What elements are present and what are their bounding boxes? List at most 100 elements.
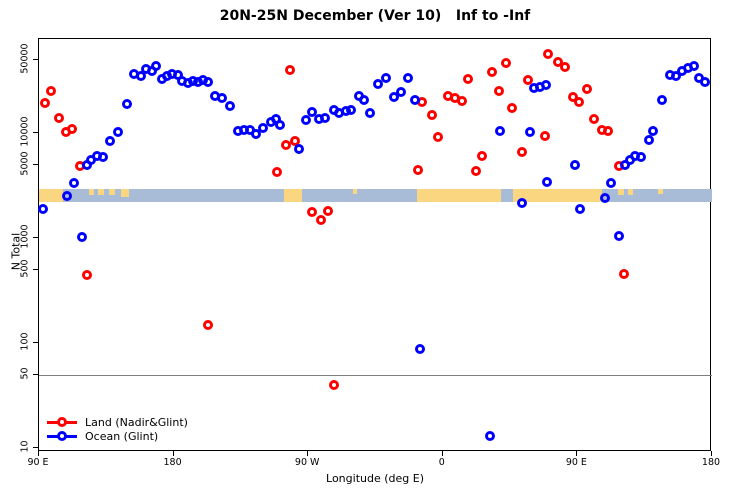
data-point-ocean [61, 190, 72, 201]
data-point-ocean [364, 108, 375, 118]
map-band-land [417, 189, 501, 202]
y-tick [33, 447, 38, 448]
data-point-land [477, 151, 488, 162]
data-point-land [54, 113, 65, 124]
chart-title: 20N-25N December (Ver 10) Inf to -Inf [219, 8, 531, 24]
y-tick [33, 268, 38, 270]
x-axis-title: Longitude (deg E) [326, 472, 424, 485]
data-point-ocean [76, 231, 87, 242]
x-tick-label: 180 [163, 457, 182, 468]
data-point-land [329, 379, 340, 390]
data-point-ocean [542, 176, 553, 187]
data-point-land [506, 103, 517, 114]
x-tick [576, 451, 578, 456]
map-band-land [39, 189, 63, 202]
map-band-land [628, 189, 634, 195]
data-point-land [471, 165, 482, 176]
x-tick [441, 451, 443, 456]
x-tick-label: 90 E [565, 457, 587, 468]
map-band-land [108, 189, 115, 196]
data-point-land [67, 124, 78, 135]
y-tick-label: 500 [19, 259, 31, 278]
data-point-land [573, 97, 584, 108]
data-point-land [494, 85, 505, 96]
data-point-ocean [688, 61, 699, 72]
data-point-land [433, 132, 444, 143]
map-band-land [283, 189, 303, 202]
data-point-ocean [251, 129, 262, 139]
data-point-ocean [121, 99, 132, 110]
data-point-land [552, 56, 563, 67]
y-tick-label: 5000 [19, 151, 31, 176]
y-tick-label: 50 [19, 367, 31, 380]
data-point-land [516, 146, 527, 157]
legend-label-land: Land (Nadir&Glint) [85, 415, 188, 429]
y-tick-label: 50000 [19, 42, 31, 74]
x-tick [172, 451, 174, 456]
data-point-ocean [648, 125, 659, 136]
x-tick-label: 90 E [27, 457, 49, 468]
data-point-land [203, 320, 214, 331]
legend-swatch-ocean [47, 429, 77, 443]
data-point-land [560, 62, 571, 73]
data-point-ocean [105, 135, 116, 146]
data-point-land [306, 206, 317, 217]
data-point-ocean [38, 203, 49, 214]
plot-area: Land (Nadir&Glint) Ocean (Glint) [38, 38, 712, 451]
data-point-ocean [373, 78, 384, 89]
x-tick-label: 180 [701, 457, 721, 468]
data-point-ocean [643, 134, 654, 145]
data-point-land [456, 95, 467, 106]
data-point-ocean [606, 178, 617, 188]
data-point-land [602, 125, 613, 136]
data-point-ocean [575, 203, 586, 214]
data-point-land [82, 270, 92, 281]
y-tick [33, 58, 38, 60]
legend-item-ocean: Ocean (Glint) [47, 429, 188, 443]
data-point-ocean [395, 86, 406, 97]
data-point-ocean [570, 159, 581, 170]
data-point-ocean [216, 93, 227, 104]
data-point-land [523, 74, 534, 85]
data-point-land [589, 113, 600, 124]
y-tick-label: 10 [19, 440, 31, 453]
legend: Land (Nadir&Glint) Ocean (Glint) [47, 415, 188, 443]
data-point-land [567, 91, 578, 102]
land-circle-icon [57, 417, 67, 427]
data-point-ocean [69, 178, 80, 188]
data-point-ocean [657, 95, 668, 106]
map-band-land [88, 189, 95, 196]
x-tick [711, 451, 712, 456]
data-point-land [619, 269, 630, 280]
data-point-land [413, 164, 424, 175]
map-band-land [98, 189, 105, 196]
data-point-ocean [635, 152, 646, 163]
map-band-land [353, 189, 358, 194]
data-point-ocean [345, 104, 356, 115]
data-point-land [284, 64, 295, 75]
data-point-land [463, 73, 474, 84]
y-tick [33, 373, 38, 375]
x-tick-label: 90 W [294, 457, 320, 468]
data-point-land [315, 215, 326, 226]
data-point-ocean [600, 193, 611, 204]
data-point-land [542, 48, 553, 59]
map-band-land [618, 189, 625, 196]
y-tick [33, 132, 38, 133]
data-point-ocean [494, 125, 505, 136]
data-point-ocean [135, 71, 146, 82]
data-point-land [46, 85, 57, 96]
data-point-ocean [319, 113, 330, 124]
x-tick [307, 451, 309, 456]
data-point-land [501, 58, 512, 68]
data-point-ocean [300, 114, 311, 125]
data-point-ocean [540, 79, 551, 90]
legend-swatch-land [47, 415, 77, 429]
map-band-land [120, 189, 130, 197]
data-point-ocean [358, 94, 369, 105]
data-point-ocean [700, 76, 711, 87]
ocean-circle-icon [57, 431, 67, 441]
data-point-land [540, 131, 551, 142]
data-point-ocean [381, 73, 392, 84]
reference-line-50 [39, 374, 712, 376]
